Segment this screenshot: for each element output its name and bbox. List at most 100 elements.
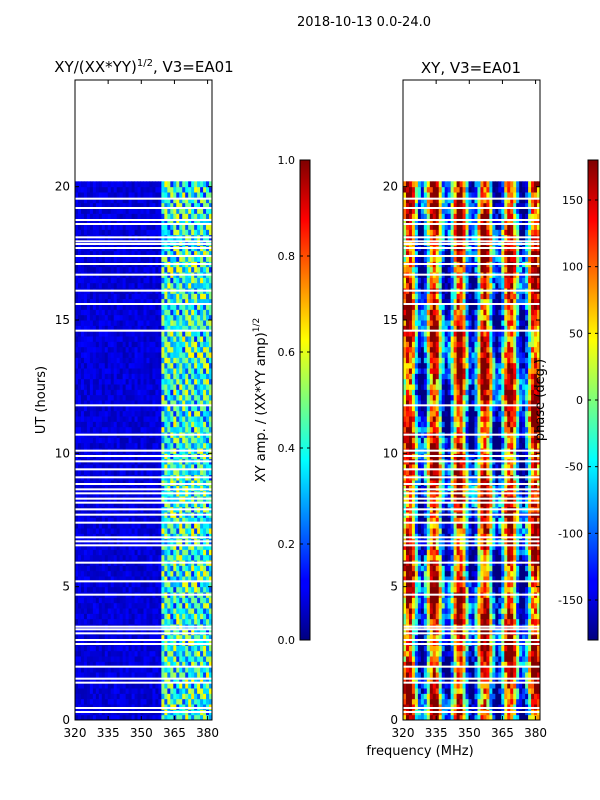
heatmap-cell (188, 464, 192, 470)
heatmap-cell (194, 522, 198, 529)
heatmap-cell (200, 336, 204, 342)
heatmap-cell (206, 528, 210, 534)
heatmap-cell (107, 341, 112, 348)
heatmap-cell (170, 704, 174, 710)
heatmap-cell (164, 704, 168, 710)
heatmap-cell (86, 549, 91, 556)
heatmap-cell (203, 330, 207, 337)
heatmap-cell (429, 693, 434, 700)
heatmap-cell (95, 533, 100, 540)
heatmap-cell (155, 565, 159, 572)
heatmap-cell (107, 613, 112, 620)
heatmap-cell (92, 384, 97, 390)
heatmap-cell (104, 581, 109, 588)
heatmap-cell (209, 618, 212, 625)
heatmap-cell (164, 650, 168, 657)
heatmap-cell (149, 480, 153, 486)
heatmap-cell (173, 437, 177, 444)
heatmap-cell (143, 293, 147, 300)
heatmap-cell (98, 224, 103, 230)
heatmap-cell (182, 485, 186, 492)
heatmap-cell (203, 645, 207, 652)
heatmap-cell (185, 554, 189, 561)
heatmap-cell (170, 602, 174, 609)
heatmap-cell (179, 266, 183, 273)
heatmap-cell (158, 517, 162, 524)
heatmap-cell (519, 693, 523, 700)
heatmap-cell (152, 426, 156, 433)
heatmap-cell (188, 714, 192, 720)
heatmap-cell (206, 672, 210, 678)
heatmap-cell (125, 570, 130, 577)
heatmap-cell (128, 704, 133, 710)
heatmap-cell (197, 618, 201, 625)
heatmap-cell (107, 602, 112, 609)
heatmap-cell (131, 586, 136, 593)
heatmap-cell (104, 688, 109, 694)
heatmap-cell (80, 682, 85, 689)
heatmap-cell (149, 501, 153, 508)
heatmap-cell (131, 314, 136, 321)
heatmap-cell (182, 634, 186, 641)
heatmap-cell (89, 405, 94, 412)
heatmap-cell (146, 677, 150, 684)
heatmap-cell (128, 282, 133, 289)
heatmap-cell (125, 352, 130, 358)
heatmap-cell (80, 421, 85, 428)
heatmap-cell (173, 202, 177, 209)
heatmap-cell (119, 293, 124, 300)
heatmap-cell (164, 277, 168, 284)
heatmap-cell (188, 224, 192, 230)
heatmap-cell (134, 213, 139, 220)
heatmap-cell (200, 656, 204, 662)
heatmap-cell (474, 698, 478, 705)
heatmap-cell (122, 442, 127, 449)
heatmap-cell (167, 362, 171, 369)
heatmap-cell (501, 704, 505, 710)
heatmap-cell (110, 240, 115, 246)
heatmap-cell (104, 341, 109, 348)
heatmap-cell (167, 666, 171, 673)
heatmap-cell (128, 570, 133, 577)
heatmap-cell (197, 405, 201, 412)
heatmap-cell (525, 698, 529, 705)
heatmap-cell (122, 314, 127, 321)
heatmap-cell (140, 698, 144, 705)
heatmap-cell (95, 602, 100, 609)
heatmap-cell (173, 698, 177, 705)
heatmap-cell (209, 426, 212, 433)
heatmap-cell (92, 517, 97, 524)
heatmap-cell (191, 336, 195, 342)
heatmap-cell (200, 400, 204, 406)
heatmap-cell (98, 469, 103, 476)
heatmap-cell (107, 186, 112, 193)
heatmap-cell (170, 672, 174, 678)
heatmap-cell (167, 256, 171, 262)
heatmap-cell (164, 213, 168, 220)
heatmap-cell (194, 229, 198, 236)
heatmap-cell (140, 634, 144, 641)
heatmap-cell (203, 549, 207, 556)
heatmap-cell (200, 352, 204, 358)
heatmap-cell (116, 554, 121, 561)
heatmap-cell (86, 565, 91, 572)
heatmap-cell (161, 373, 165, 380)
heatmap-cell (179, 298, 183, 305)
heatmap-cell (146, 698, 150, 705)
heatmap-cell (417, 714, 422, 720)
heatmap-cell (155, 677, 159, 684)
heatmap-cell (119, 352, 124, 358)
heatmap-cell (173, 688, 177, 694)
heatmap-cell (146, 629, 150, 636)
heatmap-cell (95, 608, 100, 614)
heatmap-cell (83, 517, 88, 524)
heatmap-cell (200, 698, 204, 705)
heatmap-cell (155, 378, 159, 385)
heatmap-cell (119, 314, 124, 321)
heatmap-cell (86, 256, 91, 262)
heatmap-cell (95, 586, 100, 593)
heatmap-cell (155, 197, 159, 204)
heatmap-cell (80, 309, 85, 316)
heatmap-cell (75, 688, 79, 694)
heatmap-cell (77, 698, 82, 705)
